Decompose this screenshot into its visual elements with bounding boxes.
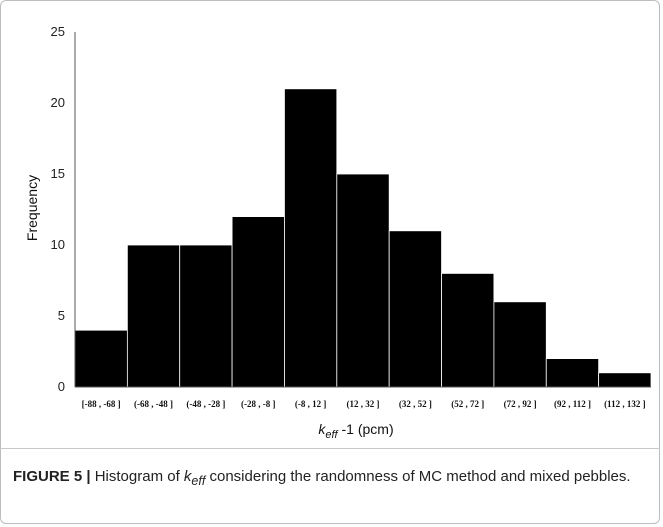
histogram-bar <box>388 230 442 388</box>
histogram-bar <box>441 272 495 388</box>
x-title-k: k <box>318 421 326 437</box>
x-tick-label: (-68 , -48 ] <box>134 399 173 409</box>
y-tick-label: 0 <box>58 379 65 394</box>
x-tick-label: (72 , 92 ] <box>504 399 537 409</box>
y-tick-label: 25 <box>51 24 65 39</box>
x-title-rest: -1 (pcm) <box>338 421 394 437</box>
y-axis-title: Frequency <box>24 175 40 241</box>
y-tick-label: 10 <box>51 237 65 252</box>
x-axis-title: keff -1 (pcm) <box>318 421 393 441</box>
histogram-bar <box>74 329 128 388</box>
histogram-bar <box>231 216 285 388</box>
x-tick-label: [-88 , -68 ] <box>82 399 121 409</box>
caption-text-pre: Histogram of <box>90 468 184 485</box>
y-tick-label: 15 <box>51 166 65 181</box>
x-tick-label: (112 , 132 ] <box>604 399 646 409</box>
x-tick-label: (-8 , 12 ] <box>295 399 327 409</box>
histogram-chart: 0 5 10 15 20 25 [-88 , -68 ] (-68 , -48 ] (-48 … <box>24 24 652 441</box>
y-tick-label: 20 <box>51 95 65 110</box>
x-tick-label: (52 , 72 ] <box>451 399 484 409</box>
histogram-bar <box>126 244 181 388</box>
x-tick-label: (32 , 52 ] <box>399 399 432 409</box>
histogram-bar <box>598 372 652 388</box>
histogram-bar <box>336 173 390 388</box>
histogram-bar <box>545 358 600 388</box>
histogram-bar <box>493 301 547 388</box>
caption-text-post: considering the randomness of MC method … <box>205 468 631 485</box>
x-title-sub: eff <box>325 429 338 441</box>
x-tick-label: (12 , 32 ] <box>347 399 380 409</box>
histogram-bar <box>179 244 233 388</box>
caption-k-sub: eff <box>191 474 206 488</box>
x-tick-label: (-28 , -8 ] <box>241 399 276 409</box>
y-axis-ticks: 0 5 10 15 20 25 <box>51 24 65 394</box>
x-axis-ticks: [-88 , -68 ] (-68 , -48 ] (-48 , -28 ] (-28… <box>82 399 646 409</box>
bars <box>74 88 652 388</box>
histogram-bar <box>284 88 338 388</box>
caption-figure-label: FIGURE 5 | <box>13 468 91 485</box>
y-tick-label: 5 <box>58 308 65 323</box>
x-tick-label: (92 , 112 ] <box>554 399 591 409</box>
x-tick-label: (-48 , -28 ] <box>186 399 225 409</box>
figure-caption: FIGURE 5 | Histogram of keff considering… <box>13 466 643 492</box>
caption-k: k <box>183 468 192 485</box>
caption-divider <box>0 448 660 449</box>
